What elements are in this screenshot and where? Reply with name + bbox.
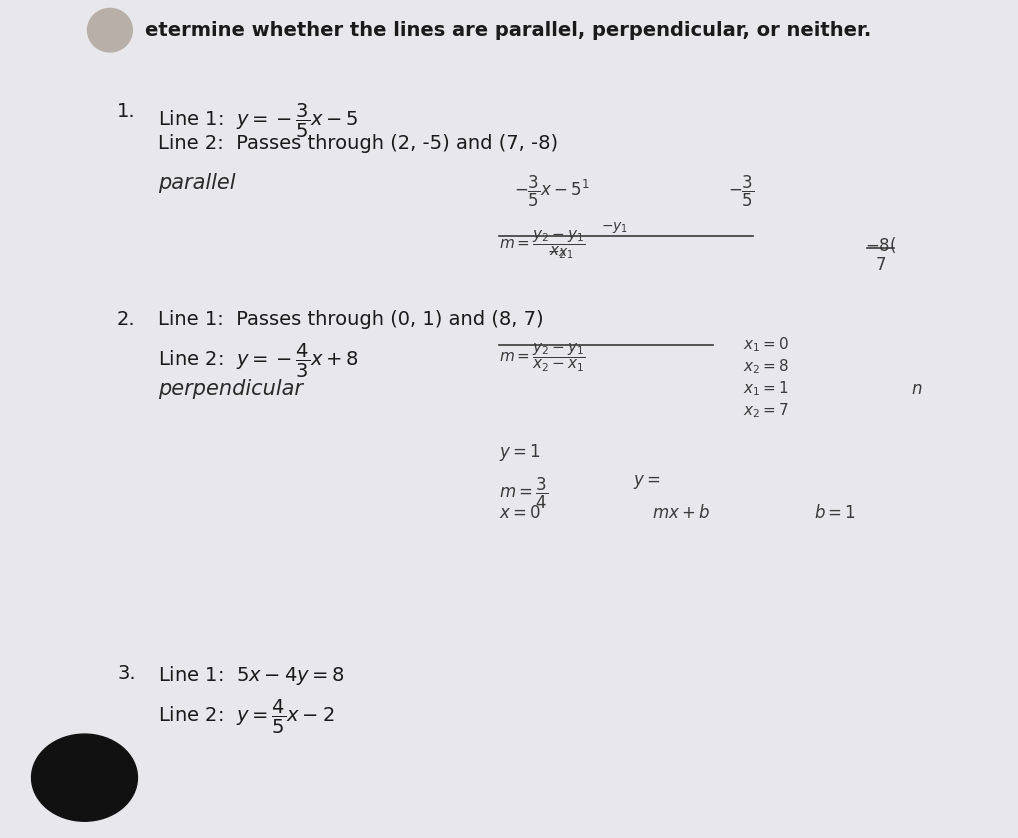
Text: $y=1$: $y=1$ (499, 442, 541, 463)
Text: $x_1=0$: $x_1=0$ (743, 335, 789, 354)
Text: $n$: $n$ (911, 380, 922, 397)
Text: 2.: 2. (117, 310, 135, 329)
Text: Line 1:  $5x-4y=8$: Line 1: $5x-4y=8$ (158, 664, 345, 686)
Text: $x_1=1$: $x_1=1$ (743, 380, 789, 398)
Text: $b=1$: $b=1$ (814, 504, 856, 522)
Text: 1.: 1. (117, 102, 135, 122)
Text: Line 1:  $y=-\dfrac{3}{5}x-5$: Line 1: $y=-\dfrac{3}{5}x-5$ (158, 102, 358, 140)
Text: Line 2:  $y=-\dfrac{4}{3}x+8$: Line 2: $y=-\dfrac{4}{3}x+8$ (158, 342, 358, 380)
Text: $y=$: $y=$ (633, 473, 661, 491)
Text: $7$: $7$ (875, 256, 887, 273)
Text: $-x_1$: $-x_1$ (547, 246, 574, 261)
Text: $-\dfrac{3}{5}x-5^1$: $-\dfrac{3}{5}x-5^1$ (514, 173, 590, 209)
Text: $mx+b$: $mx+b$ (652, 504, 710, 522)
Text: perpendicular: perpendicular (158, 379, 302, 399)
Text: etermine whether the lines are parallel, perpendicular, or neither.: etermine whether the lines are parallel,… (145, 21, 870, 39)
Text: $-y_1$: $-y_1$ (601, 220, 628, 235)
Text: $x_2=7$: $x_2=7$ (743, 401, 789, 420)
Text: $x=0$: $x=0$ (499, 504, 541, 522)
Text: $m=\dfrac{y_2-y_1}{x_2}$: $m=\dfrac{y_2-y_1}{x_2}$ (499, 229, 585, 261)
Text: $-\dfrac{3}{5}$: $-\dfrac{3}{5}$ (728, 173, 754, 209)
Text: $m=\dfrac{y_2-y_1}{x_2-x_1}$: $m=\dfrac{y_2-y_1}{x_2-x_1}$ (499, 342, 585, 375)
Text: $x_2=8$: $x_2=8$ (743, 357, 789, 375)
Text: Line 2:  $y=\dfrac{4}{5}x-2$: Line 2: $y=\dfrac{4}{5}x-2$ (158, 698, 334, 736)
Text: Line 2:  Passes through (2, -5) and (7, -8): Line 2: Passes through (2, -5) and (7, -… (158, 134, 558, 153)
Text: $-8($: $-8($ (865, 235, 897, 255)
Text: 3.: 3. (117, 664, 135, 683)
Text: parallel: parallel (158, 173, 235, 194)
Text: Line 1:  Passes through (0, 1) and (8, 7): Line 1: Passes through (0, 1) and (8, 7) (158, 310, 544, 329)
Ellipse shape (88, 8, 132, 52)
Text: $m=\dfrac{3}{4}$: $m=\dfrac{3}{4}$ (499, 476, 548, 511)
Circle shape (32, 734, 137, 821)
